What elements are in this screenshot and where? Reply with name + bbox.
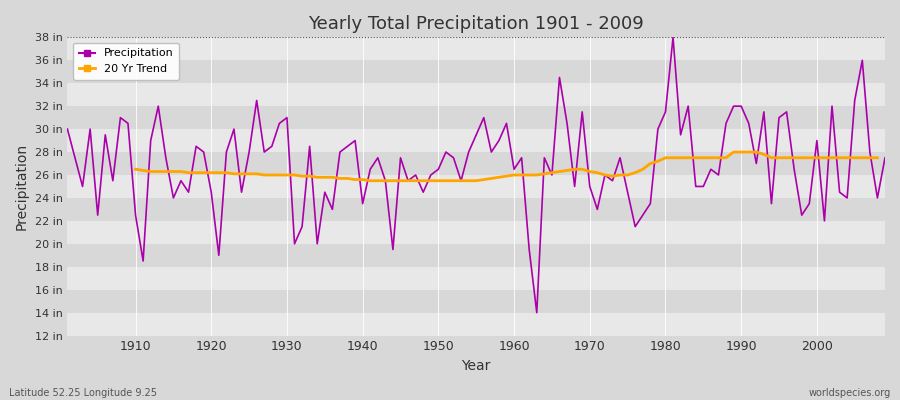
Bar [68,313,885,336]
Bar [68,83,885,106]
Bar [68,175,885,198]
Text: worldspecies.org: worldspecies.org [809,388,891,398]
Bar [68,198,885,221]
Bar [68,60,885,83]
Bar [68,106,885,129]
Bar [68,290,885,313]
Text: Latitude 52.25 Longitude 9.25: Latitude 52.25 Longitude 9.25 [9,388,157,398]
Title: Yearly Total Precipitation 1901 - 2009: Yearly Total Precipitation 1901 - 2009 [309,15,644,33]
Bar [68,37,885,60]
Bar [68,129,885,152]
X-axis label: Year: Year [462,359,490,373]
Legend: Precipitation, 20 Yr Trend: Precipitation, 20 Yr Trend [73,43,179,80]
Y-axis label: Precipitation: Precipitation [15,143,29,230]
Bar [68,221,885,244]
Bar [68,244,885,267]
Bar [68,152,885,175]
Bar [68,267,885,290]
